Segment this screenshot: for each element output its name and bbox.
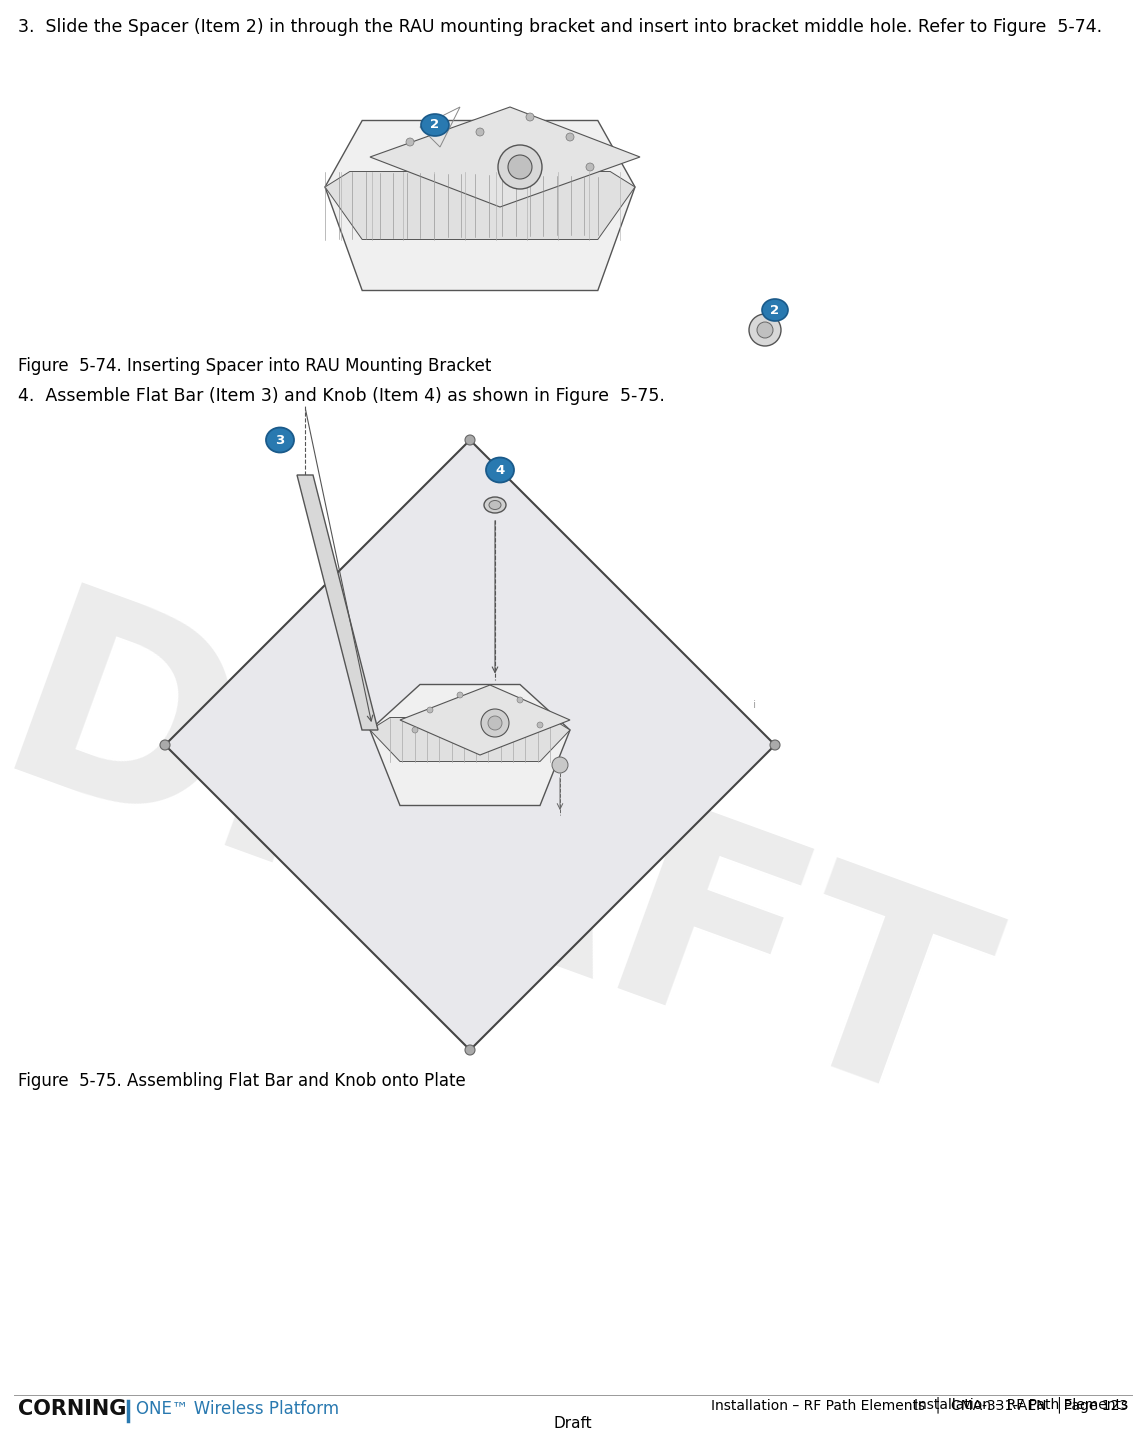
Polygon shape [325, 172, 635, 240]
Circle shape [427, 707, 433, 713]
Text: 2: 2 [431, 119, 440, 132]
Text: Installation – RF Path Elements  │  CMA-331-AEN  │Page 123: Installation – RF Path Elements │ CMA-33… [711, 1396, 1128, 1413]
Circle shape [537, 722, 543, 728]
Text: 3.  Slide the Spacer (Item 2) in through the RAU mounting bracket and insert int: 3. Slide the Spacer (Item 2) in through … [18, 19, 1102, 36]
Circle shape [499, 145, 542, 189]
Text: DRAFT: DRAFT [0, 574, 1011, 1167]
Circle shape [160, 740, 170, 751]
Circle shape [465, 1045, 474, 1055]
Text: CORNING: CORNING [18, 1399, 126, 1419]
Text: 3: 3 [275, 433, 284, 446]
Ellipse shape [484, 497, 507, 512]
Text: Figure  5-74. Inserting Spacer into RAU Mounting Bracket: Figure 5-74. Inserting Spacer into RAU M… [18, 357, 492, 375]
Circle shape [758, 321, 774, 339]
Polygon shape [370, 108, 639, 207]
Text: Draft: Draft [554, 1415, 592, 1431]
Circle shape [476, 128, 484, 136]
Text: Installation – RF Path Elements: Installation – RF Path Elements [913, 1398, 1128, 1412]
Ellipse shape [421, 113, 449, 136]
Polygon shape [165, 441, 775, 1050]
Polygon shape [370, 684, 570, 805]
Text: ONE™ Wireless Platform: ONE™ Wireless Platform [136, 1401, 339, 1418]
Circle shape [749, 314, 782, 346]
Text: i: i [753, 700, 756, 710]
Circle shape [465, 435, 474, 445]
Circle shape [508, 155, 532, 179]
Circle shape [770, 740, 780, 751]
Circle shape [435, 118, 444, 126]
Circle shape [566, 133, 574, 141]
Circle shape [552, 758, 568, 773]
Polygon shape [400, 684, 570, 755]
Circle shape [413, 728, 418, 733]
Ellipse shape [266, 428, 295, 452]
Circle shape [586, 164, 594, 171]
Text: 4.  Assemble Flat Bar (Item 3) and Knob (Item 4) as shown in Figure  5-75.: 4. Assemble Flat Bar (Item 3) and Knob (… [18, 387, 665, 405]
Circle shape [457, 692, 463, 697]
Text: Figure  5-75. Assembling Flat Bar and Knob onto Plate: Figure 5-75. Assembling Flat Bar and Kno… [18, 1072, 465, 1091]
Polygon shape [370, 718, 570, 762]
Text: 2: 2 [770, 303, 779, 317]
Circle shape [517, 697, 523, 703]
Circle shape [481, 709, 509, 738]
Polygon shape [297, 475, 378, 730]
Ellipse shape [762, 298, 788, 321]
Polygon shape [325, 121, 635, 290]
Circle shape [488, 716, 502, 730]
Circle shape [526, 113, 534, 121]
Circle shape [406, 138, 414, 146]
Ellipse shape [489, 501, 501, 509]
Ellipse shape [486, 458, 515, 482]
Text: 4: 4 [495, 464, 504, 476]
